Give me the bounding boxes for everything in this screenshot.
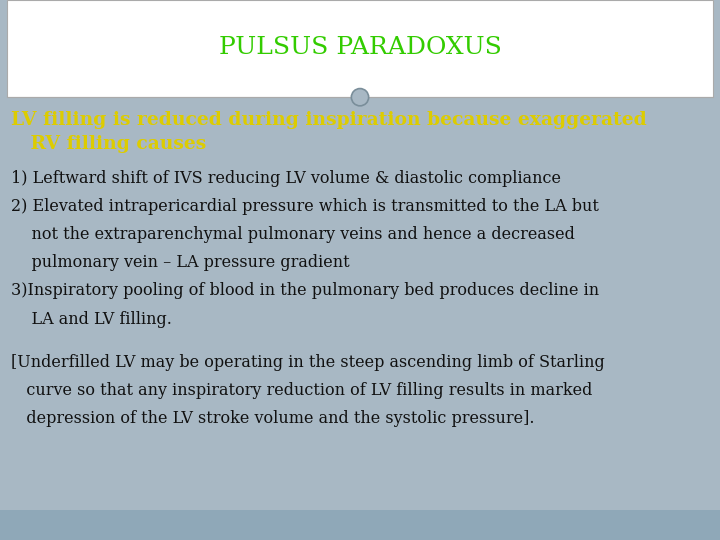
Bar [7, 0, 713, 97]
Text: 2) Elevated intrapericardial pressure which is transmitted to the LA but: 2) Elevated intrapericardial pressure wh… [11, 198, 598, 215]
Text: LV filling is reduced during inspiration because exaggerated: LV filling is reduced during inspiration… [11, 111, 647, 129]
Text: not the extraparenchymal pulmonary veins and hence a decreased: not the extraparenchymal pulmonary veins… [11, 226, 575, 243]
Text: curve so that any inspiratory reduction of LV filling results in marked: curve so that any inspiratory reduction … [11, 382, 592, 399]
Text: RV filling causes: RV filling causes [11, 135, 206, 153]
Bar [0, 510, 720, 540]
Ellipse shape [351, 89, 369, 106]
Text: PULSUS PARADOXUS: PULSUS PARADOXUS [219, 36, 501, 59]
Text: 3)Inspiratory pooling of blood in the pulmonary bed produces decline in: 3)Inspiratory pooling of blood in the pu… [11, 282, 599, 299]
Text: depression of the LV stroke volume and the systolic pressure].: depression of the LV stroke volume and t… [11, 410, 534, 427]
Text: [Underfilled LV may be operating in the steep ascending limb of Starling: [Underfilled LV may be operating in the … [11, 354, 605, 371]
Text: 1) Leftward shift of IVS reducing LV volume & diastolic compliance: 1) Leftward shift of IVS reducing LV vol… [11, 170, 561, 187]
Text: LA and LV filling.: LA and LV filling. [11, 310, 171, 327]
Text: pulmonary vein – LA pressure gradient: pulmonary vein – LA pressure gradient [11, 254, 349, 271]
